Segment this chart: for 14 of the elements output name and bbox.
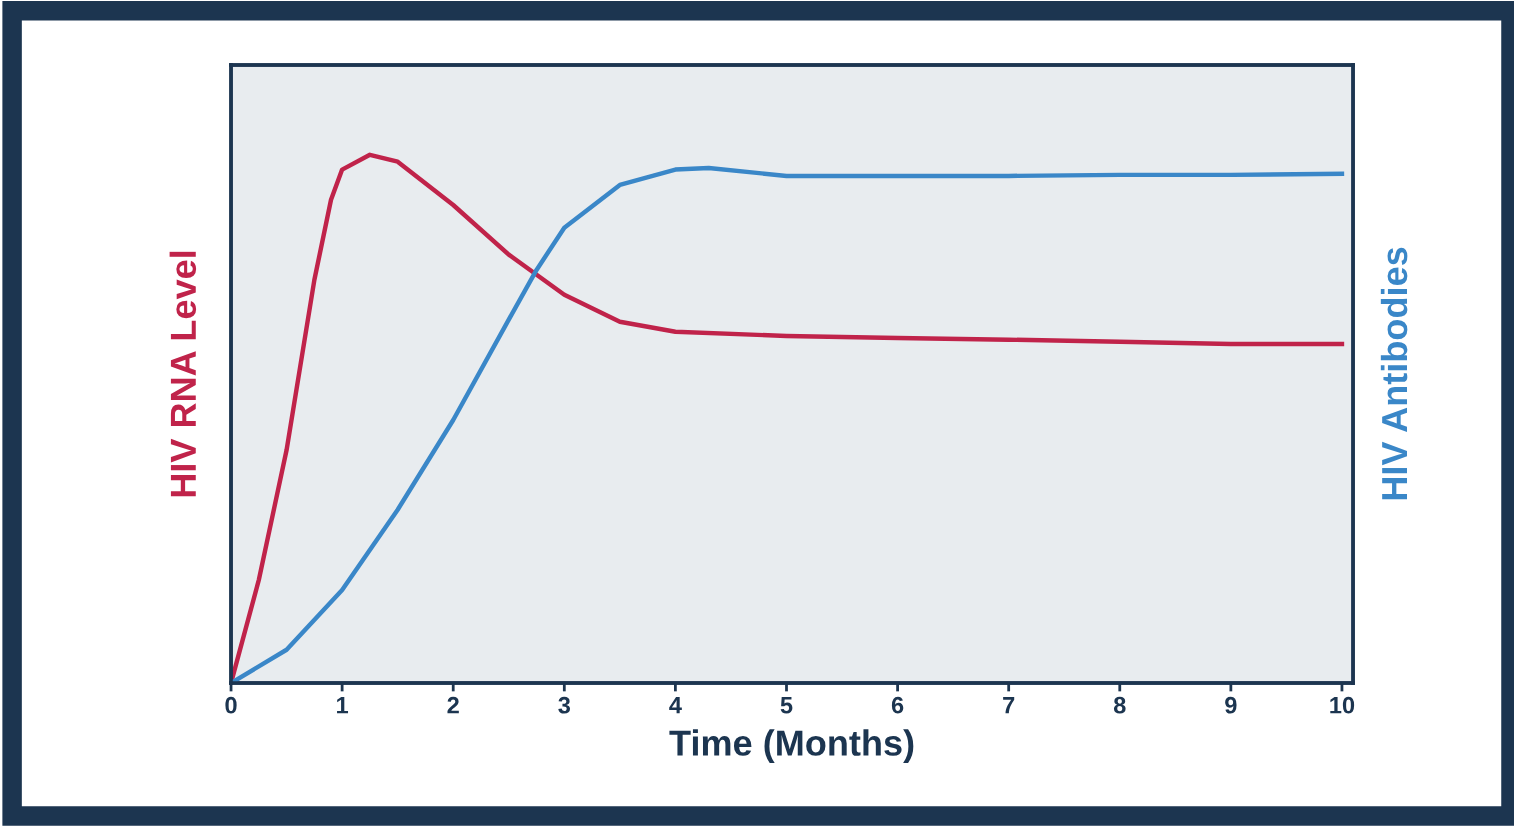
y2-axis-title: HIV Antibodies — [1380, 247, 1408, 500]
x-tick-label: 3 — [558, 696, 571, 714]
x-tick-label: 0 — [225, 696, 237, 714]
x-tick-label: 5 — [780, 697, 793, 714]
x-tick-label: 9 — [1225, 696, 1237, 714]
x-tick-label: 2 — [447, 696, 459, 714]
x-axis-title: Time (Months) — [669, 729, 914, 763]
x-tick-label: 7 — [1003, 697, 1015, 714]
x-tick-label: 1 — [337, 697, 349, 714]
x-tick-label: 8 — [1113, 696, 1126, 714]
x-tick-label: 10 — [1330, 696, 1355, 714]
y-axis-title: HIV RNA Level — [169, 251, 197, 497]
x-tick-label: 4 — [669, 697, 682, 714]
x-tick-label: 6 — [891, 696, 904, 714]
